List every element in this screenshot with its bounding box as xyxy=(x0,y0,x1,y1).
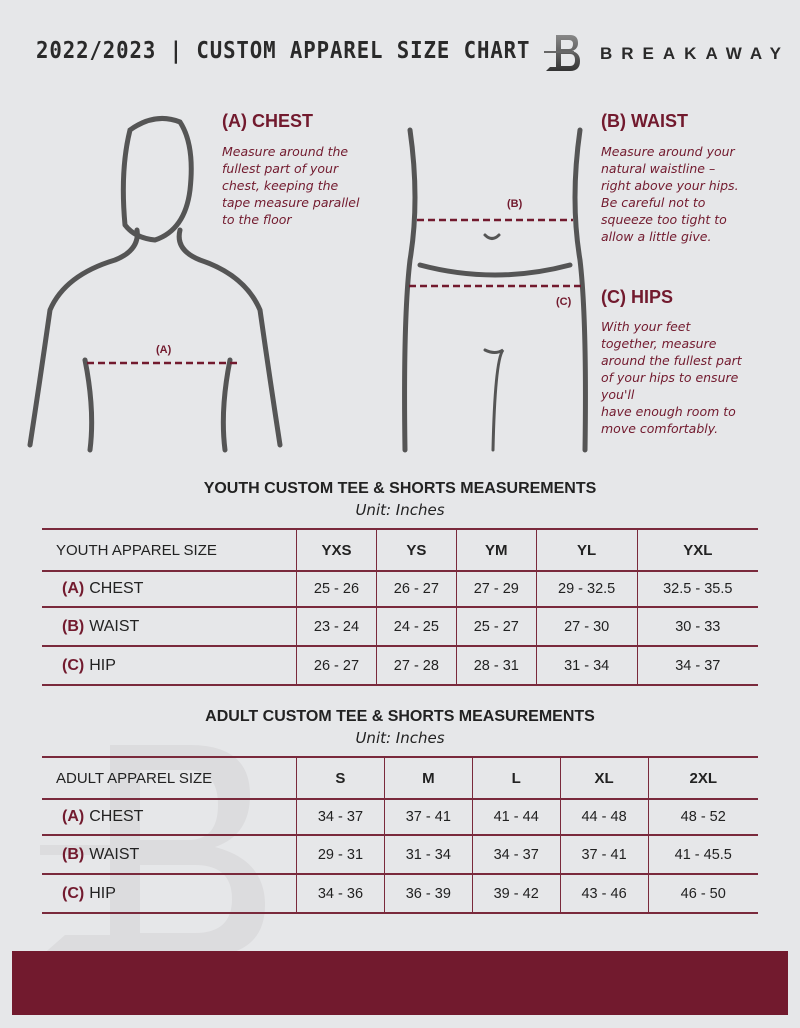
table-row: (C) HIP 26 - 27 27 - 28 28 - 31 31 - 34 34 - 3… xyxy=(42,645,758,686)
row-code: (B) xyxy=(62,617,85,635)
size-value: 27 - 30 xyxy=(535,606,638,647)
page-title: 2022/2023 | CUSTOM APPAREL SIZE CHART xyxy=(36,38,531,64)
row-name: HIP xyxy=(89,884,116,902)
lower-body-figure xyxy=(402,127,588,453)
size-value: 46 - 50 xyxy=(647,873,758,914)
adult-table-title: ADULT CUSTOM TEE & SHORTS MEASUREMENTS xyxy=(205,708,595,725)
size-value: 27 - 29 xyxy=(455,570,537,608)
size-value: 23 - 24 xyxy=(296,606,377,647)
size-value: 34 - 37 xyxy=(471,834,561,875)
size-value: 31 - 34 xyxy=(383,834,473,875)
waist-marker: (B) xyxy=(507,198,523,210)
size-header: YL xyxy=(535,528,638,572)
size-value: 26 - 27 xyxy=(296,645,377,686)
size-value: 25 - 26 xyxy=(296,570,377,608)
size-value: 41 - 45.5 xyxy=(647,834,758,875)
size-value: 41 - 44 xyxy=(471,798,561,836)
hips-heading: (C) HIPS xyxy=(601,287,673,307)
size-value: 34 - 37 xyxy=(296,798,385,836)
size-value: 44 - 48 xyxy=(559,798,648,836)
adult-table-unit: Unit: Inches xyxy=(355,729,445,747)
row-code: (C) xyxy=(62,884,85,902)
waist-description: Measure around your natural waistline – … xyxy=(601,144,739,244)
hips-description: With your feet together, measure around … xyxy=(601,319,742,436)
size-value: 25 - 27 xyxy=(455,606,537,647)
brand-name: BREAKAWAY xyxy=(600,44,790,63)
size-value: 27 - 28 xyxy=(375,645,457,686)
adult-size-table: ADULT APPAREL SIZE S M L XL 2XL (A) CHEST 34 - 3… xyxy=(42,756,758,914)
table-row: (B) WAIST 23 - 24 24 - 25 25 - 27 27 - 30 30 -… xyxy=(42,606,758,647)
youth-table-title: YOUTH CUSTOM TEE & SHORTS MEASUREMENTS xyxy=(203,480,597,497)
row-name: HIP xyxy=(89,656,116,674)
breakaway-logo-icon xyxy=(544,35,580,71)
size-header: YXS xyxy=(296,528,377,572)
size-header: YXL xyxy=(636,528,758,572)
row-name: CHEST xyxy=(89,808,144,825)
size-value: 48 - 52 xyxy=(647,798,758,836)
table-row: (C) HIP 34 - 36 36 - 39 39 - 42 43 - 46 46 - 5… xyxy=(42,873,758,914)
size-value: 37 - 41 xyxy=(383,798,473,836)
hips-marker: (C) xyxy=(556,296,572,308)
row-label: (C) HIP xyxy=(42,645,297,686)
table-row: (A) CHEST 34 - 37 37 - 41 41 - 44 44 - 48 48 -… xyxy=(42,798,758,836)
size-label-header: YOUTH APPAREL SIZE xyxy=(42,528,297,572)
size-label-header: ADULT APPAREL SIZE xyxy=(42,756,297,800)
header-row: YOUTH APPAREL SIZE YXS YS YM YL YXL xyxy=(42,528,758,572)
chest-heading: (A) CHEST xyxy=(222,111,313,131)
row-label: (B) WAIST xyxy=(42,606,297,647)
size-header: 2XL xyxy=(647,756,758,800)
size-header: YS xyxy=(375,528,457,572)
row-label: (B) WAIST xyxy=(42,834,297,875)
header-row: ADULT APPAREL SIZE S M L XL 2XL xyxy=(42,756,758,800)
chest-description: Measure around the fullest part of your … xyxy=(222,144,360,227)
size-header: M xyxy=(383,756,473,800)
size-value: 39 - 42 xyxy=(471,873,561,914)
size-value: 29 - 31 xyxy=(296,834,385,875)
size-value: 36 - 39 xyxy=(383,873,473,914)
row-label: (A) CHEST xyxy=(42,570,297,608)
row-label: (C) HIP xyxy=(42,873,297,914)
table-row: (A) CHEST 25 - 26 26 - 27 27 - 29 29 - 32.5 32… xyxy=(42,570,758,608)
row-name: WAIST xyxy=(89,617,140,635)
size-header: S xyxy=(296,756,385,800)
row-code: (A) xyxy=(62,580,85,597)
row-code: (A) xyxy=(62,808,85,825)
size-value: 24 - 25 xyxy=(375,606,457,647)
row-label: (A) CHEST xyxy=(42,798,297,836)
row-name: CHEST xyxy=(89,580,144,597)
table-row: (B) WAIST 29 - 31 31 - 34 34 - 37 37 - 41 41 -… xyxy=(42,834,758,875)
size-value: 28 - 31 xyxy=(455,645,537,686)
youth-table-unit: Unit: Inches xyxy=(355,501,445,519)
size-value: 31 - 34 xyxy=(535,645,638,686)
size-value: 34 - 36 xyxy=(296,873,385,914)
youth-size-table: YOUTH APPAREL SIZE YXS YS YM YL YXL (A) CHEST 25… xyxy=(42,528,758,686)
size-header: L xyxy=(471,756,561,800)
size-value: 32.5 - 35.5 xyxy=(636,570,758,608)
size-value: 34 - 37 xyxy=(636,645,758,686)
waist-heading: (B) WAIST xyxy=(601,111,688,131)
row-code: (C) xyxy=(62,656,85,674)
size-value: 29 - 32.5 xyxy=(535,570,638,608)
size-header: YM xyxy=(455,528,537,572)
size-value: 30 - 33 xyxy=(636,606,758,647)
footer-band xyxy=(12,951,788,1015)
size-value: 26 - 27 xyxy=(375,570,457,608)
size-value: 43 - 46 xyxy=(559,873,648,914)
upper-body-figure xyxy=(27,115,283,453)
size-value: 37 - 41 xyxy=(559,834,648,875)
chest-marker: (A) xyxy=(156,344,172,356)
size-header: XL xyxy=(559,756,648,800)
row-name: WAIST xyxy=(89,845,140,863)
row-code: (B) xyxy=(62,845,85,863)
